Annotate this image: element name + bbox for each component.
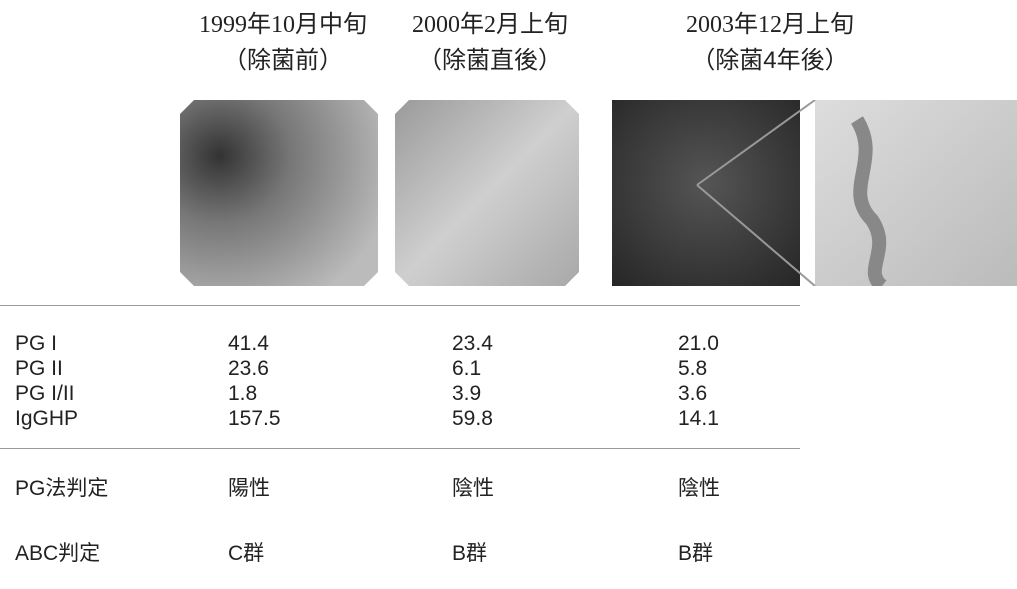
cell-value: 陰性 <box>452 472 494 502</box>
cell-value: 157.5 <box>228 407 281 431</box>
header-note: （除菌前） <box>163 40 403 75</box>
cell-value: 23.4 <box>452 332 493 356</box>
cell-value: 陽性 <box>228 472 270 502</box>
cell-value: 1.8 <box>228 382 257 406</box>
column-header: 2000年2月上旬（除菌直後） <box>370 4 610 75</box>
header-note: （除菌直後） <box>370 40 610 75</box>
cell-value: 6.1 <box>452 357 481 381</box>
cell-value: 41.4 <box>228 332 269 356</box>
cell-value: 23.6 <box>228 357 269 381</box>
row-label: ABC判定 <box>15 537 100 567</box>
header-note: （除菌4年後） <box>650 40 890 75</box>
cell-value: 14.1 <box>678 407 719 431</box>
header-date: 1999年10月中旬 <box>163 4 403 40</box>
row-label: PG II <box>15 357 63 381</box>
header-date: 2003年12月上旬 <box>650 4 890 40</box>
row-label: PG I <box>15 332 57 356</box>
rule <box>0 448 800 449</box>
endoscopy-image <box>180 100 378 286</box>
cell-value: C群 <box>228 537 264 567</box>
endoscopy-image <box>395 100 579 286</box>
cell-value: 21.0 <box>678 332 719 356</box>
cell-value: 3.9 <box>452 382 481 406</box>
header-date: 2000年2月上旬 <box>370 4 610 40</box>
cell-value: 5.8 <box>678 357 707 381</box>
row-label: PG法判定 <box>15 472 108 502</box>
figure: 1999年10月中旬（除菌前）2000年2月上旬（除菌直後） 2003年12月上旬… <box>0 0 1017 589</box>
cell-value: B群 <box>452 537 487 567</box>
cell-value: B群 <box>678 537 713 567</box>
endoscopy-and-histology-image <box>612 100 1017 286</box>
row-label: IgGHP <box>15 407 78 431</box>
column-header: 1999年10月中旬（除菌前） <box>163 4 403 75</box>
column-header: 2003年12月上旬（除菌4年後） <box>650 4 890 75</box>
cell-value: 59.8 <box>452 407 493 431</box>
rule <box>0 305 800 306</box>
row-label: PG I/II <box>15 382 75 406</box>
cell-value: 3.6 <box>678 382 707 406</box>
cell-value: 陰性 <box>678 472 720 502</box>
